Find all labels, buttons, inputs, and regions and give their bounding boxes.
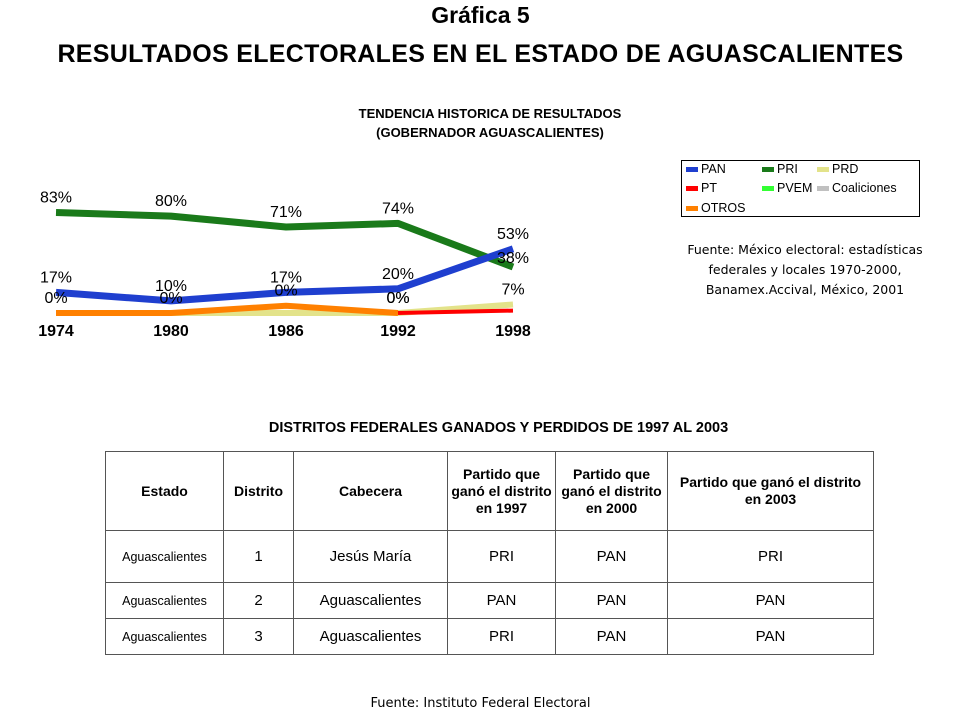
cell-distrito: 3 — [223, 618, 294, 655]
cell-partido-2000: PAN — [555, 530, 668, 583]
chart-legend: PAN PRI PRD PT PVEM Coaliciones OTROS — [681, 160, 920, 217]
chart-title: TENDENCIA HISTORICA DE RESULTADOS — [358, 106, 622, 121]
table-row: Aguascalientes 3 Aguascalientes PRI PAN … — [105, 618, 874, 655]
data-label-pan: 17% — [270, 269, 302, 286]
legend-label-pt: PT — [701, 181, 717, 195]
legend-item-pt: PT — [686, 181, 717, 195]
legend-item-pan: PAN — [686, 162, 726, 176]
data-label-prd: 0% — [44, 290, 67, 307]
series-layer — [55, 209, 515, 316]
legend-item-coaliciones: Coaliciones — [817, 181, 897, 195]
chart-source-note: Fuente: México electoral: estadísticas f… — [672, 240, 938, 300]
legend-item-otros: OTROS — [686, 201, 745, 215]
legend-swatch-otros — [686, 205, 698, 211]
x-axis-ticks: 1974 1980 1986 1992 1998 — [38, 323, 531, 340]
cell-estado: Aguascalientes — [105, 582, 224, 619]
x-tick-label: 1980 — [153, 323, 189, 340]
data-label-pri: 71% — [270, 204, 302, 221]
cell-partido-1997: PRI — [447, 618, 556, 655]
cell-estado: Aguascalientes — [105, 618, 224, 655]
cell-cabecera: Aguascalientes — [293, 582, 448, 619]
data-label-prd: 7% — [501, 282, 524, 299]
districts-table: Estado Distrito Cabecera Partido que gan… — [105, 451, 874, 655]
legend-item-pvem: PVEM — [762, 181, 812, 195]
header-distrito: Distrito — [223, 451, 294, 531]
header-partido-2003: Partido que ganó el distrito en 2003 — [667, 451, 874, 531]
legend-label-prd: PRD — [832, 162, 859, 176]
cell-partido-2003: PAN — [667, 618, 874, 655]
cell-partido-2003: PRI — [667, 530, 874, 583]
legend-label-pvem: PVEM — [777, 181, 813, 195]
chart-source-line-2: federales y locales 1970-2000, — [708, 262, 902, 277]
cell-estado: Aguascalientes — [105, 530, 224, 583]
legend-swatch-pri — [762, 166, 774, 172]
cell-distrito: 1 — [223, 530, 294, 583]
series-line-pan — [55, 245, 515, 305]
header-cabecera: Cabecera — [293, 451, 448, 531]
data-labels-layer: 17% 10% 17% 20% 53% 83% 80% 71% 74% 38% 0% 0% 0% 7% 0%… — [40, 190, 529, 308]
data-label-pan: 10% — [155, 278, 187, 295]
data-label-pri: 83% — [40, 190, 72, 207]
data-label-pri: 80% — [155, 193, 187, 210]
cell-cabecera: Aguascalientes — [293, 618, 448, 655]
data-label-pan: 53% — [497, 226, 529, 243]
table-header-row: Estado Distrito Cabecera Partido que gan… — [105, 451, 874, 531]
legend-label-coaliciones: Coaliciones — [832, 181, 897, 195]
table-row: Aguascalientes 2 Aguascalientes PAN PAN … — [105, 582, 874, 619]
x-tick-label: 1992 — [380, 323, 416, 340]
series-line-pri — [55, 209, 515, 271]
header-partido-2000: Partido que ganó el distrito en 2000 — [555, 451, 668, 531]
figure-label: Gráfica 5 — [431, 2, 530, 28]
table-row: Aguascalientes 1 Jesús María PRI PAN PRI — [105, 530, 874, 583]
cell-partido-1997: PRI — [447, 530, 556, 583]
line-chart: 17% 10% 17% 20% 53% 83% 80% 71% 74% 38% 0% 0% 0% 7% 0%… — [38, 190, 531, 341]
chart-source-line-3: Banamex.Accival, México, 2001 — [705, 282, 905, 297]
legend-label-pri: PRI — [777, 162, 798, 176]
series-line-pt — [397, 308, 514, 315]
cell-partido-2003: PAN — [667, 582, 874, 619]
cell-partido-1997: PAN — [447, 582, 556, 619]
legend-swatch-pt — [686, 185, 698, 191]
data-label-pan: 20% — [382, 266, 414, 283]
cell-partido-2000: PAN — [555, 582, 668, 619]
x-tick-label: 1998 — [495, 323, 531, 340]
x-tick-label: 1986 — [268, 323, 304, 340]
data-label-otros: 0% — [386, 290, 409, 307]
header-estado: Estado — [105, 451, 224, 531]
chart-subtitle: (GOBERNADOR AGUASCALIENTES) — [376, 125, 604, 140]
cell-cabecera: Jesús María — [293, 530, 448, 583]
legend-item-prd: PRD — [817, 162, 858, 176]
legend-label-pan: PAN — [701, 162, 726, 176]
chart-source-line-1: Fuente: México electoral: estadísticas — [687, 242, 923, 257]
data-label-prd: 0% — [159, 290, 182, 307]
data-label-pri: 74% — [382, 200, 414, 217]
cell-distrito: 2 — [223, 582, 294, 619]
data-label-prd: 0% — [386, 290, 409, 307]
page-title: RESULTADOS ELECTORALES EN EL ESTADO DE A… — [57, 40, 904, 68]
data-label-pan: 17% — [40, 269, 72, 286]
table-title: DISTRITOS FEDERALES GANADOS Y PERDIDOS D… — [268, 420, 729, 436]
legend-swatch-pvem — [762, 185, 774, 191]
legend-swatch-prd — [817, 166, 829, 172]
legend-swatch-pan — [686, 166, 698, 172]
legend-swatch-coaliciones — [817, 185, 829, 191]
cell-partido-2000: PAN — [555, 618, 668, 655]
data-label-otros: 0% — [274, 283, 297, 300]
table-source-note: Fuente: Instituto Federal Electoral — [370, 696, 591, 711]
header-partido-1997: Partido que ganó el distrito en 1997 — [447, 451, 556, 531]
legend-item-pri: PRI — [762, 162, 798, 176]
data-label-pri: 38% — [497, 250, 529, 267]
series-line-otros — [56, 302, 399, 316]
x-tick-label: 1974 — [38, 323, 74, 340]
legend-label-otros: OTROS — [701, 201, 746, 215]
